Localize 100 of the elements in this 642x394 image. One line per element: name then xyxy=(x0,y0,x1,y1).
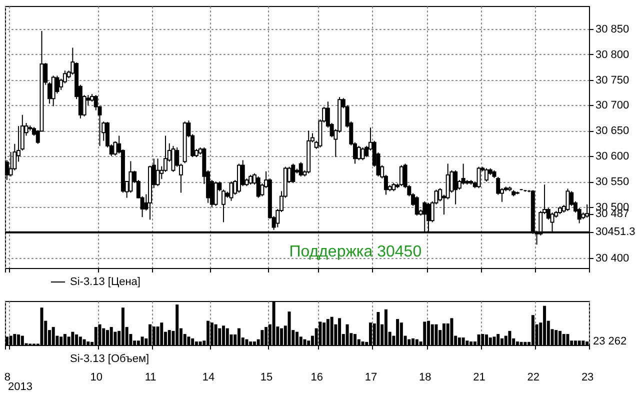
bar xyxy=(140,336,144,345)
bar xyxy=(86,341,90,345)
candlestick xyxy=(454,170,458,205)
annotation: 23 262 xyxy=(593,335,627,348)
bar xyxy=(194,341,198,345)
bar xyxy=(376,312,380,345)
bar xyxy=(63,334,66,345)
candlestick xyxy=(256,176,260,198)
bar xyxy=(562,334,566,345)
bar xyxy=(296,332,298,345)
bar xyxy=(566,334,570,345)
bar xyxy=(430,324,434,345)
x-tick-label: 11 xyxy=(144,372,156,384)
bar xyxy=(496,334,500,345)
x-tick-label: 15 xyxy=(260,372,273,384)
bar xyxy=(338,318,342,345)
bar xyxy=(466,340,469,345)
bar xyxy=(368,322,372,345)
candlestick xyxy=(298,162,303,177)
bar xyxy=(543,306,546,345)
bar xyxy=(198,341,202,345)
bar xyxy=(191,338,194,345)
bar xyxy=(78,336,82,345)
candlestick xyxy=(484,168,489,182)
bar xyxy=(423,322,426,345)
legend-label: Si-3.13 [Цена] xyxy=(70,276,140,288)
bar xyxy=(168,330,171,345)
bar xyxy=(520,342,523,345)
candlestick xyxy=(476,166,481,189)
bar xyxy=(554,330,558,345)
bar xyxy=(260,330,264,345)
bar xyxy=(434,324,438,345)
bar xyxy=(524,342,527,345)
bar xyxy=(508,330,512,345)
bar xyxy=(578,340,581,345)
bar xyxy=(330,316,334,345)
bar xyxy=(396,319,400,345)
bar xyxy=(249,341,252,345)
bar xyxy=(252,341,256,345)
y-tick-label: 30451.3 xyxy=(596,226,636,238)
candlestick xyxy=(566,188,570,212)
bar xyxy=(17,334,20,345)
bar xyxy=(361,341,364,345)
bar xyxy=(485,334,488,345)
y-tick-label: 30 750 xyxy=(596,74,630,86)
x-tick-label: 14 xyxy=(202,372,215,384)
y-tick-label: 30 650 xyxy=(596,125,630,138)
x-tick-label: 22 xyxy=(527,372,540,384)
bar xyxy=(106,330,109,345)
x-tick-label: 17 xyxy=(364,372,378,384)
bar xyxy=(136,340,140,345)
bar xyxy=(40,308,44,345)
bar xyxy=(206,320,210,345)
candlestick xyxy=(171,145,176,172)
x-tick-label: 21 xyxy=(473,372,486,384)
y-tick-label: 30 487 xyxy=(596,208,630,220)
bar xyxy=(492,336,496,345)
bar xyxy=(322,322,326,345)
bar xyxy=(148,324,152,345)
candlestick xyxy=(156,158,160,187)
candlestick xyxy=(128,160,133,194)
bar xyxy=(303,339,306,345)
bar xyxy=(245,339,248,345)
bar xyxy=(346,324,349,345)
bar xyxy=(71,332,74,345)
bar xyxy=(218,328,222,345)
bar xyxy=(60,336,63,345)
y-tick-label: 30 700 xyxy=(596,100,630,112)
bar xyxy=(237,328,240,345)
bar xyxy=(222,326,226,345)
y-tick-label: 30 400 xyxy=(596,252,630,264)
bar xyxy=(384,309,388,345)
candlestick xyxy=(51,75,56,107)
bar xyxy=(264,326,268,345)
text: 2013 xyxy=(8,381,32,393)
bar xyxy=(470,341,473,345)
bar xyxy=(412,338,415,345)
bar xyxy=(280,328,284,345)
bar xyxy=(176,304,179,345)
y-tick-label: 30 600 xyxy=(596,150,630,163)
bar xyxy=(477,334,480,345)
bar xyxy=(82,339,86,345)
bar xyxy=(187,336,190,345)
candlestick xyxy=(461,163,466,186)
candlestick xyxy=(291,163,296,184)
x-tick-label: 16 xyxy=(310,372,323,384)
bar xyxy=(458,338,461,345)
candlestick xyxy=(360,146,365,161)
bar xyxy=(488,338,492,345)
bar xyxy=(110,326,113,345)
bar xyxy=(75,334,78,345)
y-tick-label: 30 550 xyxy=(596,176,630,188)
ref-line-label: Поддержка 30450 xyxy=(289,243,422,260)
bar xyxy=(354,334,357,345)
candlestick xyxy=(214,181,218,206)
bar xyxy=(160,322,164,345)
bar xyxy=(226,328,229,345)
candlestick xyxy=(248,174,253,186)
series-label: Si-3.13 [Объем] xyxy=(70,353,150,365)
bar xyxy=(450,318,454,345)
